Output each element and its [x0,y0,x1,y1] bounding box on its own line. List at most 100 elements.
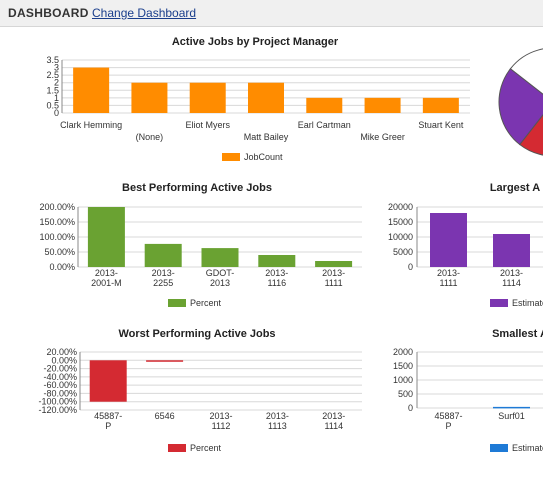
y-tick-label: -60.00% [43,380,77,390]
x-tick-label: 2013- [322,268,345,278]
bar [493,234,530,267]
legend-label: Percent [190,443,222,453]
y-tick-label: 1000 [393,375,413,385]
chart-worst: Worst Performing Active Jobs20.00%0.00%-… [38,328,362,453]
y-tick-label: -20.00% [43,364,77,374]
dashboard-content: Active Jobs by Project Manager 3.5 3 2.5 2 1.… [0,27,543,480]
y-tick-label: 500 [398,389,413,399]
y-tick-label: 200.00% [39,202,75,212]
y-tick-label: 0.00% [51,355,77,365]
pie-slice [509,48,543,95]
y-tick-label: 2000 [393,347,413,357]
x-tick-label: 1111 [439,278,457,288]
bar [87,207,125,267]
x-tick-label: 45887- [434,411,462,421]
x-tick-label: Eliot Myers [185,120,230,130]
pie-slice [519,113,543,156]
x-tick-label: 2013 [210,278,230,288]
x-tick-label: 1114 [502,278,521,288]
bar [248,82,284,113]
y-tick-label: -120.00% [38,405,77,415]
x-tick-label: P [445,421,451,431]
y-tick-label: 0.5 [46,100,59,110]
legend-label: JobCount [244,152,283,162]
chart-title: Smallest A [492,328,543,340]
x-tick-label: 2013- [437,268,460,278]
x-tick-label: 2013- [322,411,345,421]
bar [258,255,296,267]
y-tick-label: 100.00% [39,232,75,242]
x-tick-label: 2013- [209,411,232,421]
bar [201,248,239,267]
y-tick-label: 1500 [393,361,413,371]
y-tick-label: -100.00% [38,397,77,407]
chart-title: Worst Performing Active Jobs [118,328,275,340]
legend-swatch [168,444,186,452]
bar [430,213,467,267]
x-tick-label: 2001-M [91,278,122,288]
chart-best: Best Performing Active Jobs 200.00% 150.00… [39,182,362,308]
x-tick-label: 1114 [324,421,343,431]
x-tick-label: Earl Cartman [298,120,351,130]
bar [146,360,184,362]
y-tick-label: 0 [408,262,413,272]
y-tick-label: 0 [408,403,413,413]
legend-swatch [490,444,508,452]
x-tick-label: Mike Greer [360,132,405,142]
x-tick-label: 2013- [500,268,523,278]
x-tick-label: 1116 [267,278,286,288]
x-tick-label: P [105,421,111,431]
chart-largest: Largest A200001500010000500002013-111120… [388,182,543,308]
legend-label: Estimate [512,443,543,453]
bar [306,97,343,113]
x-tick-label: Matt Bailey [244,132,289,142]
y-tick-label: 1.5 [46,85,59,95]
bar [73,67,110,113]
bar [422,97,459,113]
bar [144,243,182,267]
dashboard-charts: Active Jobs by Project Manager 3.532.521.… [38,36,543,453]
x-tick-label: 2013- [95,268,118,278]
y-tick-label: 0.00% [49,262,75,272]
bar [131,82,168,113]
legend-swatch [490,299,508,307]
legend-label: Percent [190,298,222,308]
bar [189,82,226,113]
x-tick-label: 1112 [212,421,231,431]
x-tick-label: 45887- [94,411,122,421]
x-tick-label: Stuart Kent [418,120,464,130]
chart-title: Best Performing Active Jobs [122,182,272,194]
x-tick-label: 6546 [155,411,175,421]
y-tick-label: 0 [54,108,59,118]
y-tick-label: 10000 [388,232,413,242]
x-tick-label: 2013- [152,268,175,278]
y-tick-label: 2 [54,78,59,88]
y-tick-label: 20000 [388,202,413,212]
x-tick-label: 2013- [265,268,288,278]
y-tick-label: 3.5 [46,55,59,65]
chart-smallest: Smallest A 2000 1500 1000 500 0 45887-P Surf01 E… [393,328,543,453]
y-tick-label: -80.00% [43,388,77,398]
legend-label: Estimate [512,298,543,308]
bar [493,406,530,409]
page-title: DASHBOARD [8,6,89,20]
chart-title: Largest A [490,182,540,194]
x-tick-label: 1113 [268,421,287,431]
x-tick-label: Surf01 [498,411,525,421]
x-tick-label: 2255 [153,278,173,288]
bar [315,261,353,267]
chart-title: Active Jobs by Project Manager [172,36,339,48]
y-tick-label: 15000 [388,217,413,227]
legend-swatch [222,153,240,161]
y-tick-label: 3 [54,63,59,73]
y-tick-label: 2.5 [46,70,59,80]
change-dashboard-link[interactable]: Change Dashboard [92,6,197,20]
bar [364,97,401,113]
y-tick-label: 150.00% [39,217,75,227]
y-tick-label: 5000 [393,247,413,257]
chart-active-jobs: Active Jobs by Project Manager 3.532.521.… [46,36,470,162]
bar [89,360,127,402]
pie-chart [498,48,543,156]
x-tick-label: (None) [136,132,164,142]
x-tick-label: 1111 [325,278,343,288]
